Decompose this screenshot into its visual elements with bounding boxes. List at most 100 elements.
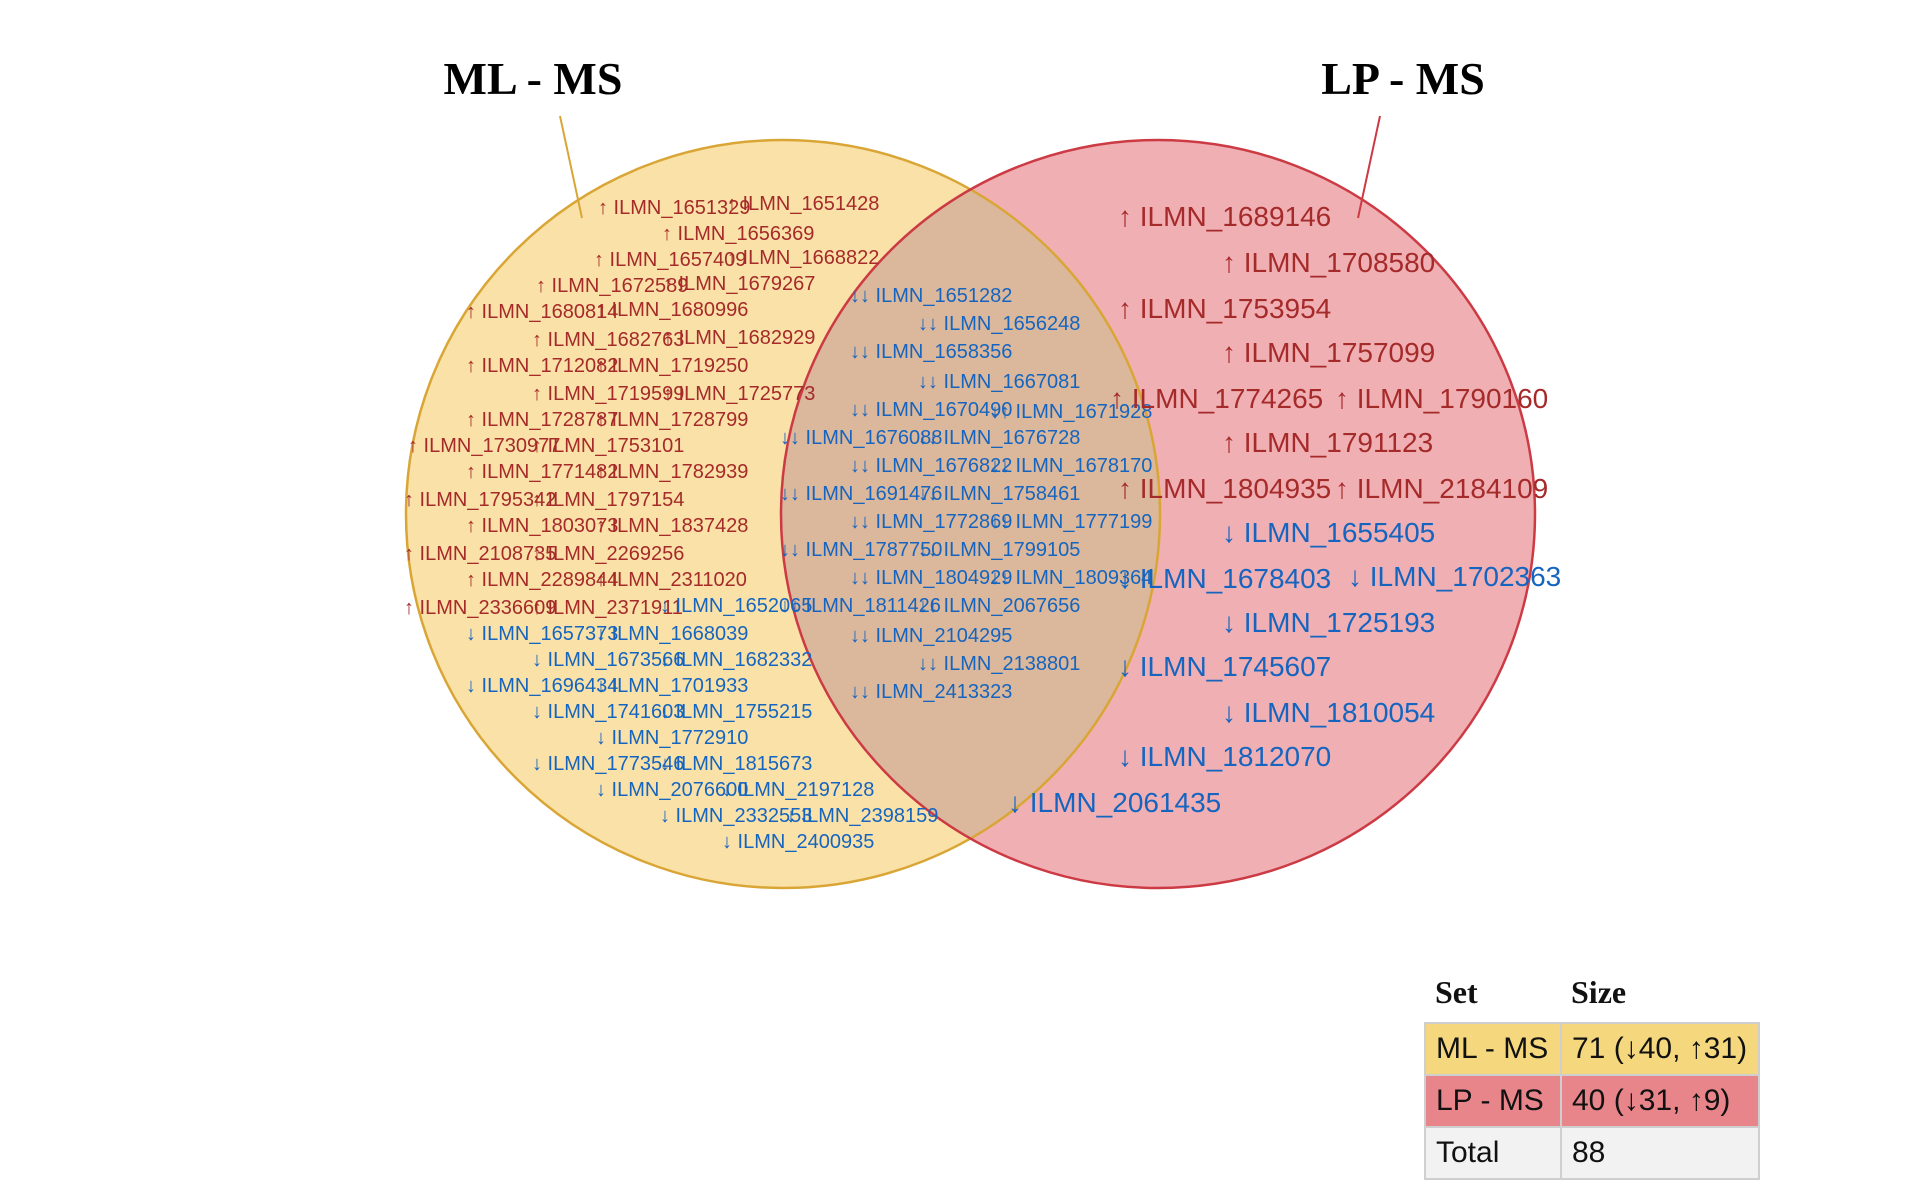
header-size: Size — [1571, 973, 1627, 1010]
gene-label: ↓↓ ILMN_2067656 — [918, 595, 1080, 617]
gene-label: ↓↓ ILMN_1670490 — [850, 399, 1012, 421]
gene-label: ↓ ILMN_1701933 — [596, 675, 748, 697]
gene-label: ↑ ILMN_1803073 — [466, 515, 618, 537]
gene-label: ↑ ILMN_1771482 — [466, 461, 618, 483]
overlap-region — [781, 140, 1160, 888]
gene-label: ↓↓ ILMN_1656248 — [918, 313, 1080, 335]
gene-label: ↓↓ ILMN_1758461 — [918, 483, 1080, 505]
overlap-gene-labels: ↓↓ ILMN_1651282 ↓↓ ILMN_1656248 ↓↓ ILMN_16… — [780, 285, 1152, 703]
gene-label: ↑ ILMN_1668822 — [727, 247, 879, 269]
gene-label: ↓↓ ILMN_2104295 — [850, 625, 1012, 647]
table-cell-set: ML - MS — [1424, 1022, 1562, 1076]
gene-label: ↓ ILMN_1773546 — [532, 753, 684, 775]
set-outline-ml-ms — [404, 138, 1162, 890]
gene-label: ↑ ILMN_2269256 — [532, 543, 684, 565]
gene-label: ↑ ILMN_1672589 — [536, 275, 688, 297]
gene-label: ↓↓ ILMN_1777199 — [990, 511, 1152, 533]
gene-label: ↓ ILMN_2076600 — [596, 779, 748, 801]
gene-label: ↓↓ ILMN_2413323 — [850, 681, 1012, 703]
gene-label: ↑ ILMN_1712082 — [466, 355, 618, 377]
gene-label: ↑ ILMN_1728799 — [596, 409, 748, 431]
table-cell-set: LP - MS — [1424, 1074, 1562, 1128]
gene-label: ↑ ILMN_1728787 — [466, 409, 618, 431]
gene-label: ↑ ILMN_1774265 — [1110, 383, 1323, 414]
table-cell-size: 71 (↓40, ↑31) — [1560, 1022, 1760, 1076]
gene-label: ↓ ILMN_1741603 — [532, 701, 684, 723]
gene-label: ↑ ILMN_2289844 — [466, 569, 618, 591]
gene-label: ↑ ILMN_1708580 — [1222, 247, 1435, 278]
gene-label: ↑ ILMN_1782939 — [596, 461, 748, 483]
gene-label: ↑ ILMN_1651428 — [727, 193, 879, 215]
gene-label: ↑ ILMN_1680814 — [466, 301, 618, 323]
table-cell-size: 88 — [1560, 1126, 1760, 1180]
gene-label: ↑ ILMN_1689146 — [1118, 201, 1331, 232]
gene-label: ↓ ILMN_1772910 — [596, 727, 748, 749]
gene-label: ↑ ILMN_1651329 — [598, 197, 750, 219]
gene-label: ↓ ILMN_1655405 — [1222, 517, 1435, 548]
gene-label: ↓ ILMN_1678403 — [1118, 563, 1331, 594]
table-row: LP - MS 40 (↓31, ↑9) — [1424, 1074, 1760, 1128]
gene-label: ↓↓ ILMN_1667081 — [918, 371, 1080, 393]
gene-label: ↓↓ ILMN_1651282 — [850, 285, 1012, 307]
gene-label: ↑ ILMN_1757099 — [1222, 337, 1435, 368]
gene-label: ↓↓ ILMN_1804929 — [850, 567, 1012, 589]
gene-label: ↑ ILMN_1837428 — [596, 515, 748, 537]
gene-label: ↓ ILMN_2197128 — [722, 779, 874, 801]
gene-label: ↑ ILMN_2108735 — [404, 543, 556, 565]
table-row: Total 88 — [1424, 1126, 1760, 1180]
gene-label: ↓↓ ILMN_1678170 — [990, 455, 1152, 477]
gene-label: ↓ ILMN_1725193 — [1222, 607, 1435, 638]
gene-label: ↓ ILMN_1810054 — [1222, 697, 1435, 728]
gene-label: ↓ ILMN_1668039 — [596, 623, 748, 645]
gene-label: ↓↓ ILMN_1809364 — [990, 567, 1152, 589]
gene-label: ↓↓ ILMN_1787750 — [780, 539, 942, 561]
table-row: ML - MS 71 (↓40, ↑31) — [1424, 1022, 1760, 1076]
table-cell-size: 40 (↓31, ↑9) — [1560, 1074, 1760, 1128]
gene-label: ↓↓ ILMN_1799105 — [918, 539, 1080, 561]
gene-label: ↓↓ ILMN_1676728 — [918, 427, 1080, 449]
gene-label: ↑ ILMN_2184109 — [1335, 473, 1548, 504]
gene-label: ↑ ILMN_1657409 — [594, 249, 746, 271]
gene-label: ↑ ILMN_1753101 — [532, 435, 684, 457]
gene-label: ↑ ILMN_1680996 — [596, 299, 748, 321]
gene-label: ↑ ILMN_2371911 — [532, 597, 683, 619]
gene-label: ↓ ILMN_2332553 — [660, 805, 812, 827]
ml-only-gene-labels: ↑ ILMN_1651329↑ ILMN_1651428 ↑ ILMN_16563… — [404, 193, 938, 853]
gene-label: ↓ ILMN_1696434 — [466, 675, 618, 697]
gene-label: ↑ ILMN_1804935 — [1118, 473, 1331, 504]
gene-label: ↓↑ ILMN_1671928 — [990, 401, 1152, 423]
gene-label: ↑ ILMN_1790160 — [1335, 383, 1548, 414]
gene-label: ↓ ILMN_1682332 — [660, 649, 812, 671]
gene-label: ↑ ILMN_2311020 — [596, 569, 747, 591]
gene-label: ↓↓ ILMN_1676088 — [780, 427, 942, 449]
gene-label: ↑ ILMN_1719250 — [596, 355, 748, 377]
gene-label: ↓↓ ILMN_1691476 — [780, 483, 942, 505]
gene-label: ↓ ILMN_1815673 — [660, 753, 812, 775]
set-outline-lp-ms — [779, 138, 1537, 890]
leader-line-ml-ms — [559, 115, 583, 219]
table-header-row: Set Size — [1425, 970, 1759, 1023]
summary-table: Set Size ML - MS 71 (↓40, ↑31) LP - MS 4… — [1424, 970, 1760, 1180]
gene-label: ↑ ILMN_1725773 — [663, 383, 815, 405]
header-set: Set — [1435, 973, 1478, 1010]
gene-label: ↓↓ ILMN_2138801 — [918, 653, 1080, 675]
gene-label: ↑ ILMN_1679267 — [663, 273, 815, 295]
gene-label: ↓ ILMN_2398159 — [786, 805, 938, 827]
gene-label: ↑ ILMN_1730977 — [408, 435, 560, 457]
gene-label: ↑ ILMN_1719599 — [532, 383, 684, 405]
gene-label: ↑ ILMN_2336609 — [404, 597, 556, 619]
gene-label: ↓ ILMN_1673566 — [532, 649, 684, 671]
gene-label: ↑ ILMN_1795342 — [404, 489, 556, 511]
lp-only-gene-labels: ↑ ILMN_1689146 ↑ ILMN_1708580 ↑ ILMN_17539… — [1008, 201, 1561, 818]
gene-label: ↓ ILMN_1745607 — [1118, 651, 1331, 682]
gene-label: ↓ ILMN_1755215 — [660, 701, 812, 723]
gene-label: ↑ ILMN_1682929 — [663, 327, 815, 349]
gene-label: ↑ ILMN_1753954 — [1118, 293, 1331, 324]
gene-label: ↓↓ ILMN_1811426 — [780, 595, 941, 617]
gene-label: ↑ ILMN_1797154 — [532, 489, 684, 511]
gene-label: ↑ ILMN_1682763 — [532, 329, 684, 351]
gene-label: ↓ ILMN_2061435 — [1008, 787, 1221, 818]
set-title-lp-ms: LP - MS — [1321, 53, 1485, 104]
